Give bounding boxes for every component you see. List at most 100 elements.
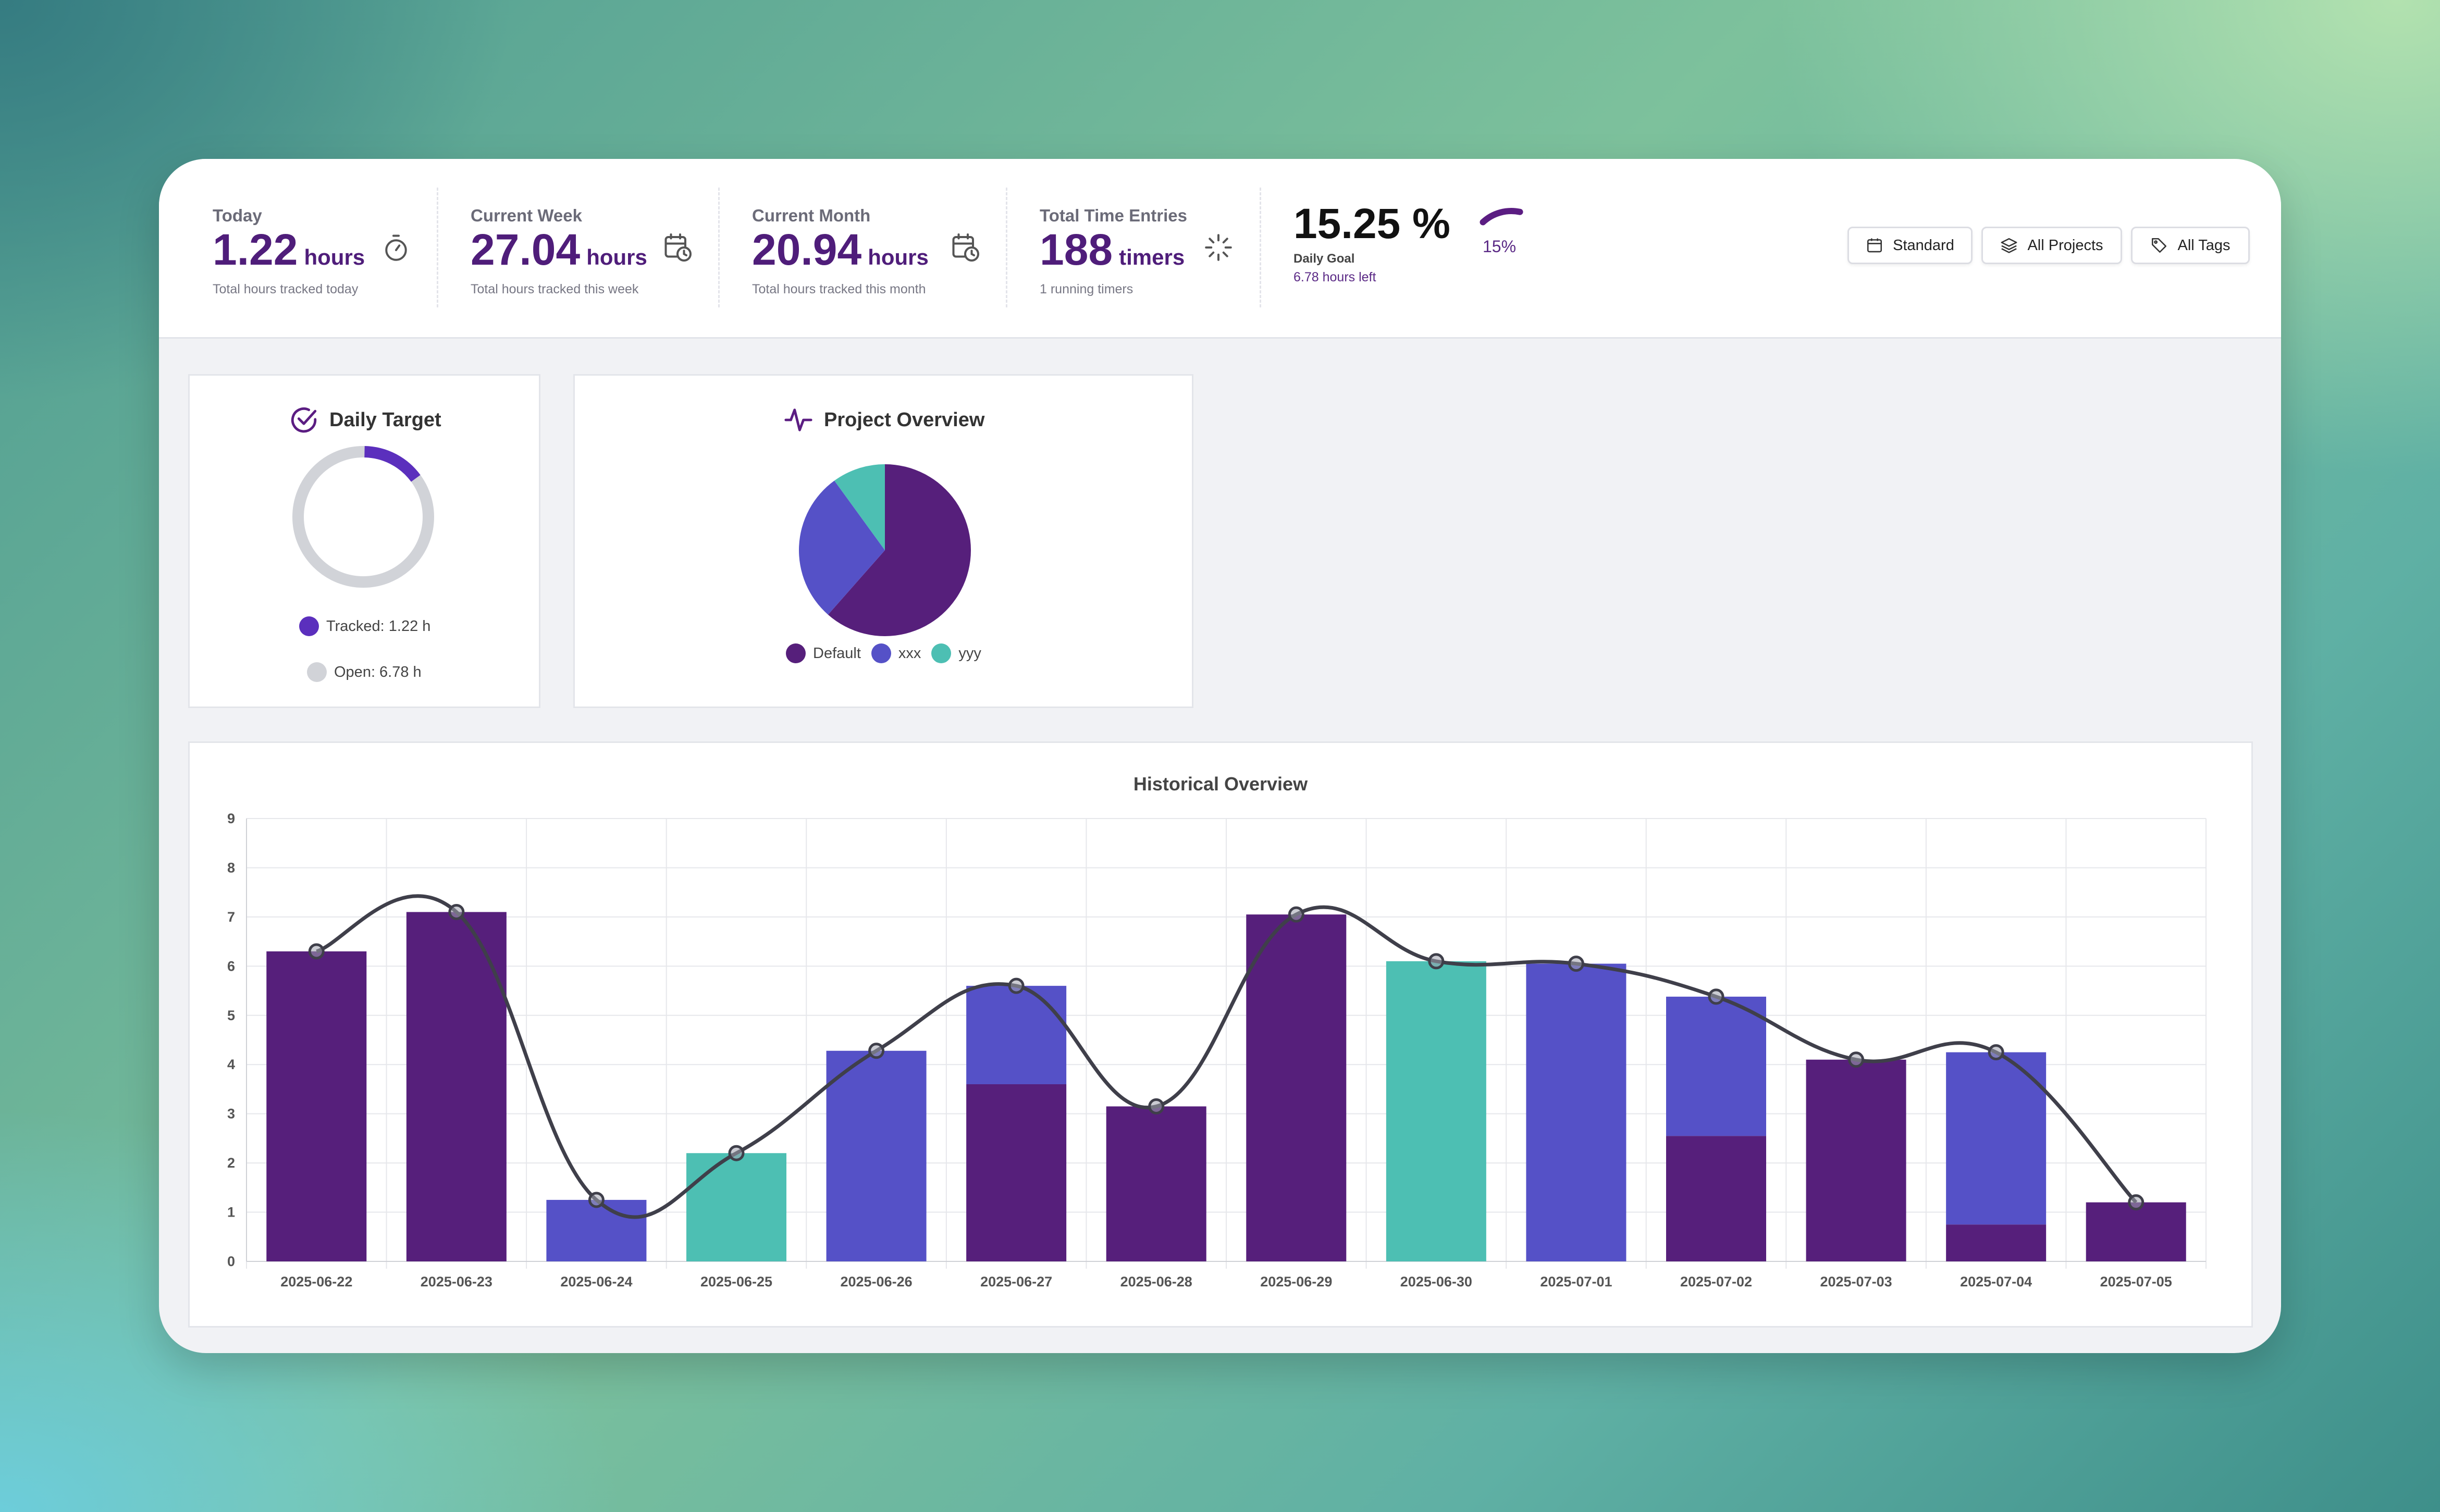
circle-check-icon xyxy=(291,407,317,433)
x-tick-label: 2025-06-26 xyxy=(841,1274,913,1290)
pie-legend: Default xxx yyy xyxy=(786,643,981,663)
line-point-2025-06-30[interactable] xyxy=(1428,953,1445,970)
stat-label: Current Month xyxy=(752,206,871,225)
bar-yyy-2025-06-30[interactable] xyxy=(1386,961,1486,1261)
stat-subtitle: Total hours tracked this month xyxy=(752,282,926,296)
stat-subtitle: 1 running timers xyxy=(1040,282,1133,296)
all-projects-button[interactable]: All Projects xyxy=(1981,227,2122,264)
donut-tracked-segment xyxy=(364,446,421,482)
line-point-2025-07-04[interactable] xyxy=(1988,1044,2004,1061)
legend-tracked-label: Tracked: 1.22 h xyxy=(326,617,431,635)
legend-xxx-label: xxx xyxy=(898,645,921,662)
y-tick-label: 9 xyxy=(227,811,235,826)
line-point-2025-07-03[interactable] xyxy=(1848,1051,1865,1068)
historical-overview-panel: Historical Overview 0 1 2 3 4 5 6 7 8 9 2025-06-22… xyxy=(188,741,2253,1328)
legend-xxx[interactable]: xxx xyxy=(871,643,921,663)
tag-icon xyxy=(2152,238,2167,253)
y-tick-label: 4 xyxy=(227,1057,235,1072)
open-dot-icon xyxy=(307,662,327,682)
x-tick-label: 2025-06-23 xyxy=(421,1274,492,1290)
calendar-clock-icon xyxy=(952,233,979,262)
chart-title: Historical Overview xyxy=(1133,773,1308,795)
bar-xxx-2025-07-04[interactable] xyxy=(1946,1052,2047,1225)
bar-default-2025-07-02[interactable] xyxy=(1666,1136,1766,1261)
project-pie-chart xyxy=(799,464,971,636)
bar-default-2025-06-22[interactable] xyxy=(266,951,367,1261)
bar-xxx-2025-07-02[interactable] xyxy=(1666,996,1766,1136)
line-point-2025-06-28[interactable] xyxy=(1148,1098,1165,1114)
line-point-2025-06-27[interactable] xyxy=(1008,977,1025,994)
divider xyxy=(1260,188,1261,307)
x-tick-label: 2025-06-24 xyxy=(560,1274,632,1290)
bar-default-2025-07-04[interactable] xyxy=(1946,1224,2047,1261)
line-point-2025-07-02[interactable] xyxy=(1708,988,1724,1005)
y-tick-label: 8 xyxy=(227,860,235,875)
line-point-2025-06-24[interactable] xyxy=(588,1192,605,1208)
line-point-2025-06-26[interactable] xyxy=(868,1043,885,1059)
legend-default[interactable]: Default xyxy=(786,643,861,663)
all-tags-button[interactable]: All Tags xyxy=(2131,227,2250,264)
layers-icon xyxy=(2001,238,2017,253)
stat-current-month: Current Month 20.94 hours Total hours tra… xyxy=(752,206,929,297)
line-point-2025-07-01[interactable] xyxy=(1568,956,1584,972)
bar-default-2025-06-27[interactable] xyxy=(966,1084,1067,1261)
bar-default-2025-06-28[interactable] xyxy=(1106,1106,1206,1262)
divider xyxy=(1006,188,1007,307)
line-point-2025-06-23[interactable] xyxy=(448,903,465,920)
x-tick-label: 2025-07-02 xyxy=(1680,1274,1752,1290)
bar-xxx-2025-07-01[interactable] xyxy=(1526,963,1626,1261)
default-dot-icon xyxy=(786,643,806,663)
pie-slice-yyy[interactable] xyxy=(834,464,885,550)
bar-default-2025-06-23[interactable] xyxy=(406,912,507,1261)
y-tick-label: 6 xyxy=(227,958,235,974)
stat-value: 1.22 hours xyxy=(213,225,365,274)
bar-default-2025-06-29[interactable] xyxy=(1246,914,1347,1261)
stat-value: 20.94 hours xyxy=(752,225,929,274)
stat-label: Total Time Entries xyxy=(1040,206,1188,225)
x-tick-label: 2025-06-28 xyxy=(1120,1274,1192,1290)
line-point-2025-06-25[interactable] xyxy=(728,1145,745,1161)
x-tick-label: 2025-06-22 xyxy=(280,1274,352,1290)
activity-icon xyxy=(784,408,812,431)
legend-tracked[interactable]: Tracked: 1.22 h xyxy=(299,616,430,636)
x-tick-label: 2025-06-30 xyxy=(1400,1274,1472,1290)
x-tick-label: 2025-06-27 xyxy=(980,1274,1052,1290)
daily-target-donut xyxy=(292,446,434,588)
daily-goal-hours-left: 6.78 hours left xyxy=(1293,270,1376,284)
tracked-dot-icon xyxy=(299,616,319,636)
project-overview-title: Project Overview xyxy=(783,405,984,435)
stat-label: Today xyxy=(213,206,262,225)
legend-open[interactable]: Open: 6.78 h xyxy=(307,662,422,682)
stat-current-week: Current Week 27.04 hours Total hours trac… xyxy=(471,206,647,297)
legend-yyy[interactable]: yyy xyxy=(931,643,981,663)
bar-yyy-2025-06-25[interactable] xyxy=(686,1153,786,1261)
bar-xxx-2025-06-27[interactable] xyxy=(966,986,1067,1084)
divider xyxy=(437,188,438,307)
x-tick-label: 2025-07-01 xyxy=(1540,1274,1612,1290)
all-projects-button-label: All Projects xyxy=(2027,237,2103,254)
line-point-2025-06-29[interactable] xyxy=(1288,906,1304,923)
pie-slice-default[interactable] xyxy=(828,464,971,636)
pie-slice-xxx[interactable] xyxy=(799,480,885,615)
historical-bar-chart: 0 1 2 3 4 5 6 7 8 9 2025-06-22 2025-06-23 2025-06-24… xyxy=(227,811,2207,1290)
y-tick-label: 7 xyxy=(227,909,235,925)
y-tick-label: 2 xyxy=(227,1155,235,1171)
standard-button[interactable]: Standard xyxy=(1847,227,1973,264)
bar-xxx-2025-06-26[interactable] xyxy=(826,1050,927,1261)
y-tick-label: 3 xyxy=(227,1106,235,1122)
daily-goal-gauge xyxy=(1480,208,1523,226)
calendar-clock-icon xyxy=(664,233,692,262)
project-overview-panel: Project Overview Default xxx yyy xyxy=(573,374,1193,708)
daily-goal-gauge-label: 15% xyxy=(1483,237,1517,256)
line-point-2025-06-22[interactable] xyxy=(308,943,325,960)
bar-default-2025-07-05[interactable] xyxy=(2086,1202,2186,1261)
stat-today: Today 1.22 hours Total hours tracked toda… xyxy=(213,206,365,297)
total-line xyxy=(316,894,2138,1219)
bar-default-2025-07-03[interactable] xyxy=(1806,1059,1906,1261)
daily-target-panel: Daily Target Tracked: 1.22 h Open: 6.78 … xyxy=(188,374,540,708)
standard-button-label: Standard xyxy=(1893,237,1954,254)
line-point-2025-07-05[interactable] xyxy=(2128,1194,2145,1211)
bar-xxx-2025-06-24[interactable] xyxy=(546,1199,647,1261)
daily-goal-label: Daily Goal xyxy=(1293,252,1355,266)
daily-goal-percent: 15.25 % xyxy=(1293,200,1450,247)
